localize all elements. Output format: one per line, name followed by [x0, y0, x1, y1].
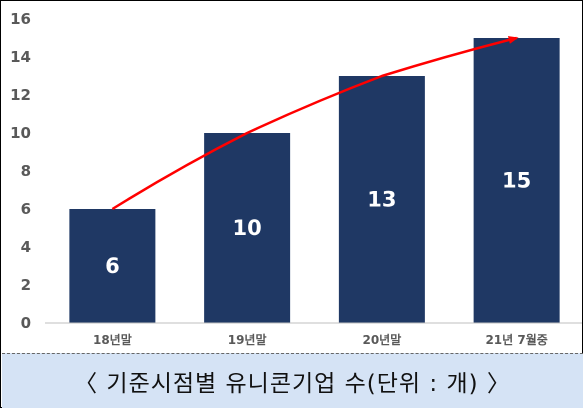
chart-caption: 〈 기준시점별 유니콘기업 수(단위 : 개) 〉 — [2, 353, 583, 408]
bar — [473, 38, 560, 323]
bar — [338, 76, 425, 323]
bars — [69, 38, 560, 323]
trend-arrow — [111, 36, 519, 211]
x-tick-label: 20년말 — [362, 333, 401, 347]
y-tick-label: 10 — [10, 124, 31, 142]
data-label: 13 — [367, 188, 396, 212]
y-tick-label: 12 — [10, 86, 31, 104]
y-tick-label: 6 — [21, 200, 31, 218]
y-tick-label: 2 — [21, 276, 31, 294]
y-tick-label: 16 — [10, 10, 31, 28]
chart-area: 0 2 4 6 8 10 12 14 16 6 10 13 15 18년말 19년말 20년말 21년 7월… — [1, 1, 584, 353]
bar — [69, 209, 156, 323]
data-label: 15 — [502, 169, 531, 193]
y-tick-label: 14 — [10, 48, 31, 66]
data-labels: 6 10 13 15 — [105, 169, 531, 279]
x-axis: 18년말 19년말 20년말 21년 7월중 — [45, 322, 582, 347]
bar — [204, 133, 291, 323]
y-axis: 0 2 4 6 8 10 12 14 16 — [10, 10, 31, 332]
y-tick-label: 4 — [21, 238, 31, 256]
data-label: 6 — [105, 254, 120, 278]
data-label: 10 — [233, 216, 262, 240]
x-tick-label: 18년말 — [93, 333, 132, 347]
bar-chart: 0 2 4 6 8 10 12 14 16 6 10 13 15 18년말 19년말 20년말 21년 7월… — [10, 10, 582, 347]
x-tick-label: 19년말 — [228, 333, 267, 347]
x-tick-label: 21년 7월중 — [485, 332, 547, 347]
y-tick-label: 8 — [21, 162, 31, 180]
trend-line — [111, 36, 519, 211]
y-tick-label: 0 — [21, 314, 31, 332]
caption-text: 〈 기준시점별 유니콘기업 수(단위 : 개) 〉 — [74, 371, 511, 397]
